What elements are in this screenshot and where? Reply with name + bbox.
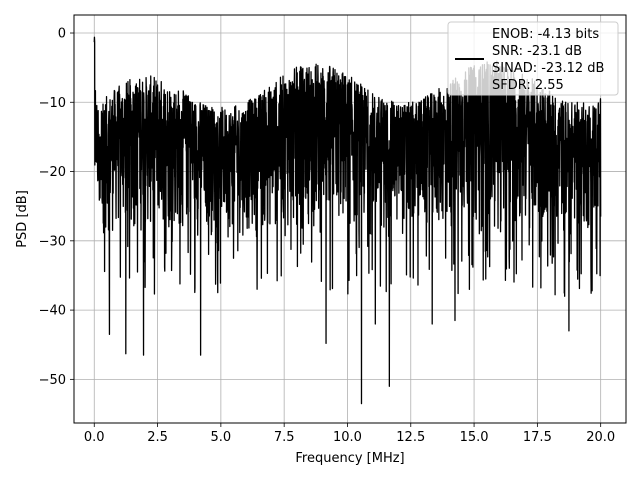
x-tick-label: 0.0 <box>84 430 105 445</box>
y-axis-label: PSD [dB] <box>15 190 30 248</box>
x-tick-label: 5.0 <box>211 430 232 445</box>
plot-area <box>93 36 602 405</box>
x-tick-label: 17.5 <box>523 430 552 445</box>
y-tick-label: −40 <box>39 304 66 319</box>
y-tick-label: −30 <box>39 234 66 249</box>
legend-snr: SNR: -23.1 dB <box>492 44 582 59</box>
x-tick-label: 7.5 <box>274 430 295 445</box>
psd-series-line <box>93 36 602 405</box>
legend-sfdr: SFDR: 2.55 <box>492 78 564 93</box>
x-tick-label: 20.0 <box>586 430 615 445</box>
y-tick-label: 0 <box>58 27 66 42</box>
x-axis-label: Frequency [MHz] <box>295 451 404 466</box>
y-tick-label: −20 <box>39 165 66 180</box>
y-axis: 0 −10 −20 −30 −40 −50 <box>39 27 74 388</box>
x-tick-label: 2.5 <box>147 430 168 445</box>
y-tick-label: −10 <box>39 96 66 111</box>
plot-frame <box>73 14 627 424</box>
x-tick-label: 10.0 <box>333 430 362 445</box>
legend-box <box>447 21 619 96</box>
x-tick-label: 15.0 <box>460 430 489 445</box>
x-tick-label: 12.5 <box>396 430 425 445</box>
legend-enob: ENOB: -4.13 bits <box>492 27 599 42</box>
legend-sinad: SINAD: -23.12 dB <box>492 61 604 76</box>
legend: ENOB: -4.13 bits SNR: -23.1 dB SINAD: -2… <box>447 21 619 96</box>
x-axis: 0.0 2.5 5.0 7.5 10.0 12.5 15.0 17.5 20.0 <box>84 423 615 445</box>
y-tick-label: −50 <box>39 373 66 388</box>
